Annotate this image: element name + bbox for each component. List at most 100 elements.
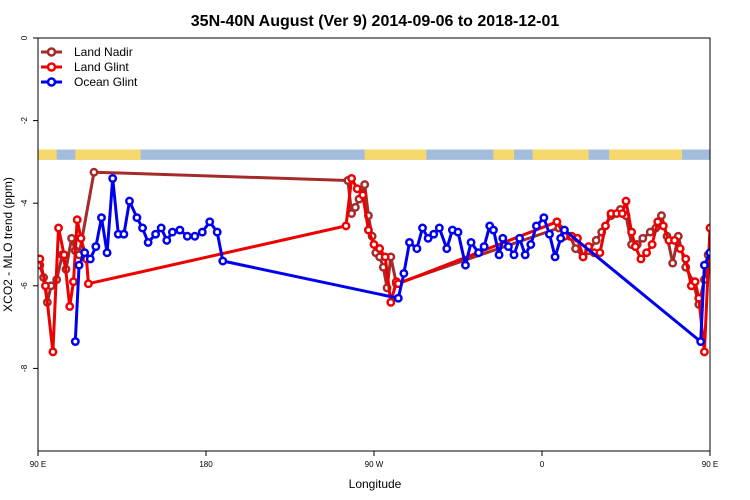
data-point	[509, 250, 519, 260]
data-point	[591, 235, 601, 245]
x-tick-label: 90 W	[365, 460, 384, 469]
legend-item: Land Nadir	[41, 45, 133, 59]
legend-item: Land Glint	[41, 60, 129, 74]
data-point	[552, 217, 562, 227]
y-tick-label: -8	[20, 364, 29, 372]
data-point	[694, 293, 704, 303]
data-point	[578, 252, 588, 262]
data-point	[718, 303, 724, 309]
data-point	[699, 260, 709, 270]
y-axis-label: XCO2 - MLO trend (ppm)	[1, 177, 15, 312]
data-point	[369, 240, 379, 249]
y-tick-label: 0	[20, 35, 29, 40]
data-point	[718, 243, 724, 249]
data-point	[182, 231, 192, 241]
data-point	[352, 184, 362, 194]
data-point	[724, 214, 730, 220]
data-point	[429, 229, 439, 239]
data-point	[668, 258, 678, 268]
chart-title: 35N-40N August (Ver 9) 2014-09-06 to 201…	[191, 13, 560, 30]
data-point	[453, 227, 463, 237]
data-point	[375, 244, 385, 254]
data-point	[737, 281, 743, 287]
data-point	[716, 235, 722, 241]
data-point	[175, 225, 185, 235]
data-point	[653, 217, 663, 227]
legend-swatch-marker	[46, 62, 57, 72]
data-point	[360, 180, 370, 190]
data-point	[498, 233, 508, 243]
data-point	[729, 235, 735, 241]
data-point	[670, 235, 679, 245]
map-strip	[38, 149, 710, 160]
data-point	[681, 254, 691, 264]
data-point	[657, 211, 666, 221]
data-point	[559, 225, 569, 235]
data-point	[70, 337, 80, 347]
data-point	[545, 229, 554, 239]
data-point	[119, 229, 129, 239]
data-point	[67, 233, 77, 243]
data-point	[65, 302, 75, 311]
data-point	[91, 242, 101, 252]
data-point	[571, 244, 581, 254]
data-point	[601, 221, 610, 231]
y-axis: 0 -2 -4 -6 -8	[20, 35, 38, 372]
data-point	[550, 252, 560, 262]
data-point	[347, 173, 357, 183]
data-point	[642, 248, 651, 258]
series-ocean-glint	[70, 173, 750, 347]
data-point	[418, 223, 427, 233]
data-point	[645, 227, 655, 237]
data-point	[746, 231, 750, 237]
data-point	[97, 213, 106, 223]
data-point	[363, 225, 373, 235]
series-layer	[38, 167, 750, 357]
data-point	[48, 347, 58, 357]
data-point	[494, 250, 504, 260]
data-point	[38, 254, 45, 264]
data-point	[76, 233, 86, 243]
data-point	[412, 244, 422, 254]
data-point	[740, 231, 746, 237]
data-point	[479, 242, 489, 252]
data-point	[350, 202, 360, 212]
data-point	[647, 240, 657, 249]
data-point	[125, 196, 134, 206]
data-point	[89, 167, 99, 177]
data-point	[102, 248, 112, 258]
data-point	[151, 229, 161, 239]
series-line	[73, 176, 710, 344]
data-point	[729, 250, 735, 256]
data-point	[699, 347, 709, 357]
data-point	[72, 215, 82, 225]
data-point	[735, 175, 741, 181]
land-segment	[38, 149, 57, 160]
data-point	[636, 254, 646, 264]
data-point	[80, 248, 90, 258]
x-axis: 90 E 180 90 W 0 90 E	[30, 451, 718, 469]
data-point	[526, 240, 536, 249]
data-point	[205, 217, 215, 227]
data-point	[474, 248, 483, 258]
data-point	[712, 266, 718, 272]
data-point	[621, 196, 631, 206]
data-point	[442, 244, 452, 254]
y-tick-label: -6	[20, 282, 29, 290]
data-point	[434, 223, 444, 233]
x-axis-label: Longitude	[349, 477, 402, 491]
data-point	[735, 256, 741, 262]
data-point	[83, 279, 93, 289]
data-point	[627, 227, 637, 237]
x-tick-label: 0	[540, 460, 545, 469]
data-point	[358, 190, 368, 200]
data-point	[539, 213, 549, 223]
data-point	[162, 235, 172, 245]
data-point	[108, 173, 118, 183]
data-point	[531, 221, 541, 231]
data-point	[156, 223, 166, 233]
land-segment	[493, 149, 514, 160]
data-point	[380, 252, 390, 262]
data-point	[466, 237, 476, 247]
data-point	[212, 227, 222, 237]
